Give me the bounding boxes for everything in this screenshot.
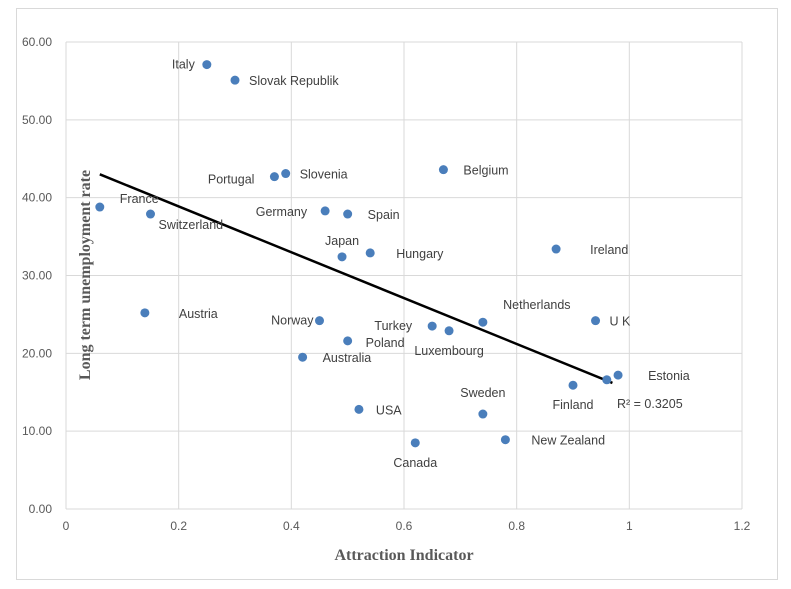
x-tick-label: 0.8 — [508, 519, 525, 533]
data-label: France — [120, 192, 159, 206]
data-point — [298, 352, 308, 362]
x-tick-label: 0.6 — [396, 519, 413, 533]
data-point — [269, 172, 279, 182]
data-label: Sweden — [460, 386, 505, 400]
data-label: Estonia — [648, 369, 690, 383]
chart-frame — [16, 8, 778, 580]
x-tick-label: 0 — [63, 519, 70, 533]
data-label: Canada — [393, 456, 437, 470]
data-label: USA — [376, 403, 402, 417]
data-point — [427, 321, 437, 331]
data-label: Turkey — [374, 319, 412, 333]
data-label: New Zealand — [531, 434, 605, 448]
data-point — [410, 438, 420, 448]
x-tick-label: 1 — [626, 519, 633, 533]
data-label: Slovak Republik — [249, 74, 339, 88]
data-label: Italy — [172, 58, 196, 72]
data-point — [281, 169, 291, 179]
x-tick-label: 0.2 — [170, 519, 187, 533]
data-point — [602, 375, 612, 385]
y-tick-label: 40.00 — [22, 191, 52, 205]
trendline — [99, 173, 613, 385]
data-point — [551, 244, 561, 254]
data-point — [444, 326, 454, 336]
y-tick-label: 20.00 — [22, 346, 52, 360]
x-tick-label: 1.2 — [734, 519, 751, 533]
data-label: Poland — [366, 336, 405, 350]
y-tick-label: 50.00 — [22, 113, 52, 127]
data-point — [438, 165, 448, 175]
data-label: Australia — [323, 351, 372, 365]
data-point — [337, 252, 347, 262]
data-label: Slovenia — [300, 168, 348, 182]
r-squared-label: R² = 0.3205 — [617, 397, 683, 411]
y-tick-label: 10.00 — [22, 424, 52, 438]
data-label: Belgium — [463, 164, 508, 178]
data-point — [354, 404, 364, 414]
data-label: Netherlands — [503, 298, 570, 312]
data-point — [591, 316, 601, 326]
data-point — [343, 209, 353, 219]
data-label: Portugal — [208, 173, 255, 187]
data-label: Ireland — [590, 243, 628, 257]
data-point — [230, 75, 240, 85]
data-point — [315, 316, 324, 326]
data-point — [202, 60, 212, 70]
x-axis-title: Attraction Indicator — [334, 547, 473, 564]
data-label: U K — [610, 315, 632, 329]
data-label: Norway — [271, 314, 314, 328]
data-label: Switzerland — [159, 218, 224, 232]
data-point — [478, 317, 488, 327]
data-label: Spain — [368, 208, 400, 222]
data-point — [146, 209, 155, 219]
data-point — [95, 202, 105, 212]
data-label: Austria — [179, 307, 218, 321]
data-label: Hungary — [396, 247, 444, 261]
y-tick-label: 0.00 — [29, 502, 53, 516]
data-point — [140, 308, 150, 318]
data-point — [568, 380, 578, 390]
data-label: Luxembourg — [414, 344, 484, 358]
data-point — [613, 370, 623, 380]
data-point — [343, 336, 353, 346]
data-point — [320, 206, 330, 216]
data-label: Finland — [553, 398, 594, 412]
x-tick-label: 0.4 — [283, 519, 300, 533]
y-tick-label: 60.00 — [22, 35, 52, 49]
data-label: Japan — [325, 234, 359, 248]
data-point — [500, 435, 510, 445]
data-point — [478, 409, 488, 419]
data-label: Germany — [256, 205, 308, 219]
y-axis-title: Long term unemployment rate — [77, 170, 94, 380]
y-tick-label: 30.00 — [22, 269, 52, 283]
data-point — [365, 248, 375, 258]
